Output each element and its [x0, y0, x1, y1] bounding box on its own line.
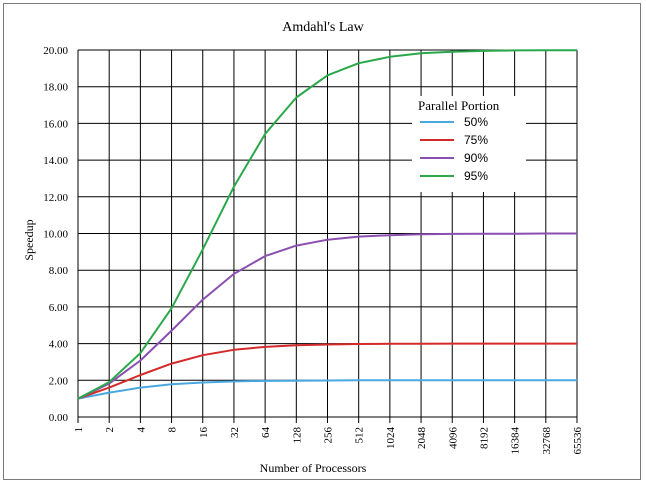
- x-tick-labels: 1 2 4 8 16 32 64 128 256 512 1024 2048 4096 8192 16384…: [73, 427, 584, 455]
- y-tick-label: 20.00: [43, 45, 68, 57]
- x-tick-label: 64: [260, 427, 272, 439]
- x-tick-label: 32768: [541, 427, 553, 455]
- y-axis-label: Speedup: [22, 219, 36, 260]
- x-tick-label: 4096: [447, 427, 459, 450]
- legend-title: Parallel Portion: [418, 98, 500, 113]
- series-line-90pct: [77, 232, 577, 400]
- series-line-75pct: [77, 342, 577, 400]
- x-tick-label: 128: [291, 427, 303, 444]
- x-tick-label: 8192: [478, 427, 490, 449]
- legend-label: 50%: [464, 115, 488, 129]
- x-axis-label: Number of Processors: [260, 461, 367, 475]
- legend: Parallel Portion 50% 75% 90% 95%: [412, 96, 526, 192]
- y-tick-labels: 0.00 2.00 4.00 6.00 8.00 10.00 12.00 14.00 16.00…: [43, 45, 68, 424]
- y-tick-label: 8.00: [49, 265, 69, 277]
- y-tick-label: 6.00: [49, 302, 69, 314]
- chart-title: Amdahl's Law: [282, 20, 364, 35]
- series-lines: [77, 49, 577, 400]
- legend-items: 50% 75% 90% 95%: [420, 115, 488, 183]
- y-tick-label: 14.00: [43, 155, 68, 167]
- y-tick-label: 12.00: [43, 192, 68, 204]
- y-tick-label: 4.00: [49, 339, 69, 351]
- series-line-95pct: [77, 49, 577, 400]
- y-tick-label: 18.00: [43, 82, 68, 94]
- x-tick-label: 1024: [385, 427, 397, 450]
- x-tick-label: 2: [104, 427, 116, 433]
- x-tick-label: 32: [229, 427, 241, 438]
- x-tick-label: 512: [354, 427, 366, 444]
- legend-label: 90%: [464, 151, 488, 165]
- x-tick-label: 256: [323, 427, 335, 444]
- series-line-50pct: [77, 379, 577, 400]
- x-tick-label: 1: [73, 427, 85, 433]
- y-tick-label: 2.00: [49, 375, 69, 387]
- y-tick-label: 0.00: [49, 412, 69, 424]
- x-tick-label: 16: [198, 427, 210, 439]
- x-tick-label: 2048: [416, 427, 428, 450]
- x-tick-label: 4: [135, 427, 147, 433]
- legend-label: 95%: [464, 169, 488, 183]
- x-tick-label: 8: [167, 427, 179, 433]
- x-tick-label: 16384: [510, 427, 522, 455]
- legend-label: 75%: [464, 133, 488, 147]
- y-tick-label: 10.00: [43, 229, 68, 241]
- y-tick-label: 16.00: [43, 118, 68, 130]
- x-tick-label: 65536: [572, 427, 584, 455]
